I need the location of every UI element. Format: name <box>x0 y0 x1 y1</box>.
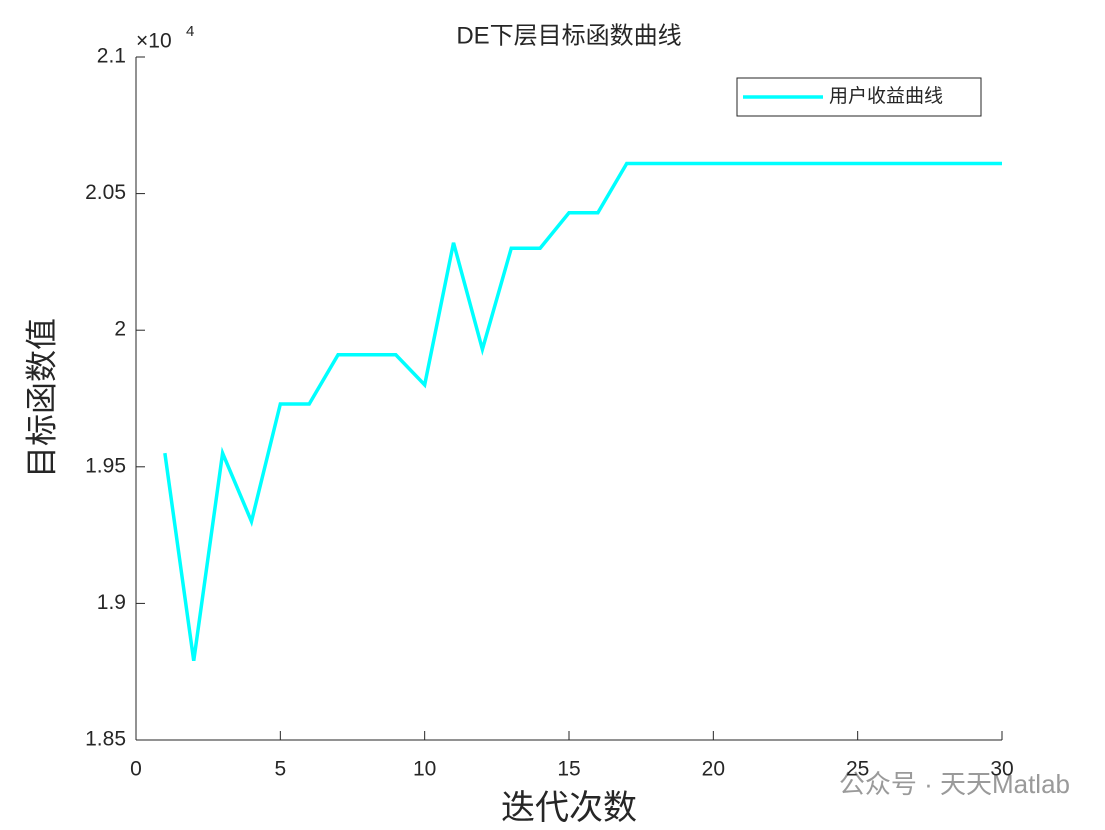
x-tick-label: 0 <box>130 758 142 781</box>
data-line <box>163 161 1002 662</box>
legend-label: 用户收益曲线 <box>829 85 943 107</box>
y-exponent-base: ×10 <box>136 30 172 53</box>
chart-title: DE下层目标函数曲线 <box>456 22 681 49</box>
x-tick-label: 5 <box>274 758 286 781</box>
y-tick-label: 2.1 <box>97 45 126 68</box>
x-tick-label: 20 <box>702 758 725 781</box>
x-tick-label: 30 <box>990 758 1013 781</box>
y-tick-label: 1.9 <box>97 591 126 614</box>
y-tick-label: 2.05 <box>85 181 126 204</box>
y-tick-label: 1.85 <box>85 728 126 751</box>
y-exponent-power: 4 <box>186 23 194 40</box>
watermark: 公众号 · 天天Matlab <box>839 769 1070 799</box>
x-axis-label: 迭代次数 <box>501 789 637 827</box>
y-axis-label: 目标函数值 <box>23 318 59 478</box>
x-tick-label: 15 <box>557 758 580 781</box>
y-tick-label: 1.95 <box>85 454 126 477</box>
y-tick-label: 2 <box>114 318 126 341</box>
x-tick-label: 25 <box>846 758 869 781</box>
x-tick-label: 10 <box>413 758 436 781</box>
